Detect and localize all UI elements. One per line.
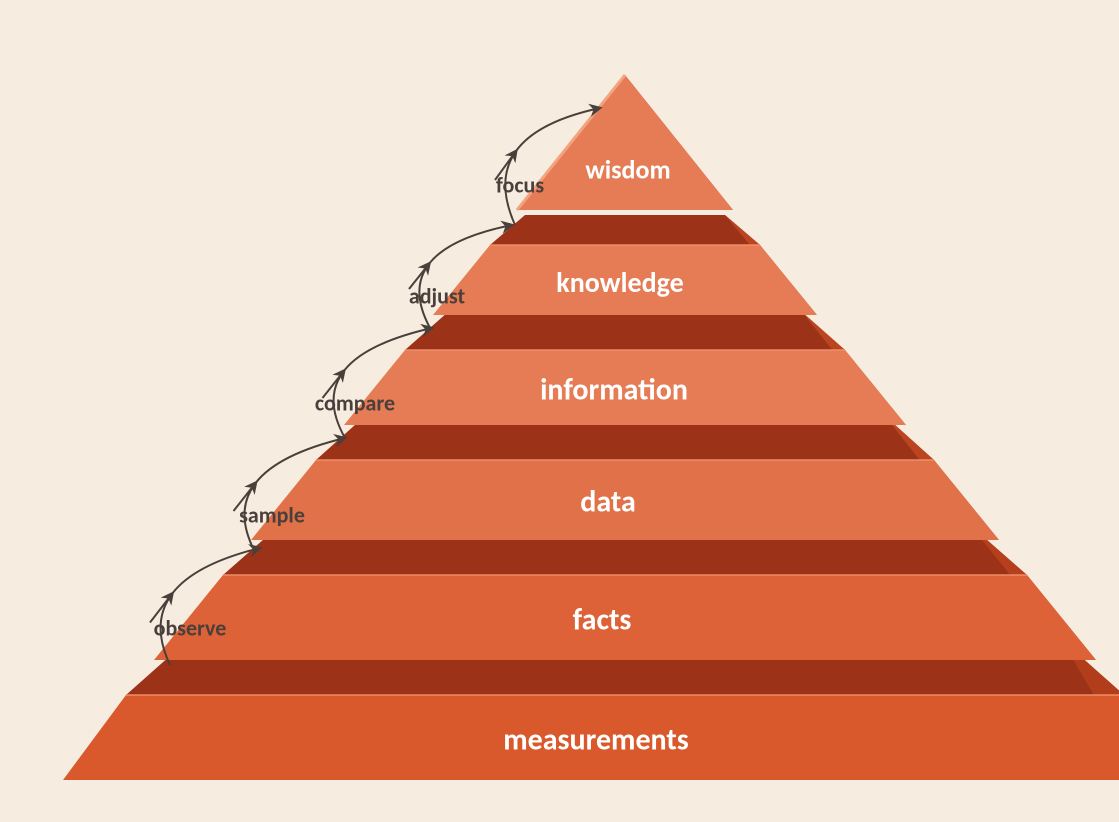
pyramid-diagram: measurements facts data information knowledg… bbox=[0, 0, 1119, 822]
pyramid-layer-wisdom: wisdom bbox=[517, 75, 733, 210]
pyramid-layer-measurements: measurements bbox=[63, 639, 1119, 780]
layer-label-facts: facts bbox=[573, 601, 632, 638]
arrow-label-focus: focus bbox=[496, 171, 544, 198]
layer-label-measurements: measurements bbox=[503, 721, 689, 758]
layer-label-data: data bbox=[580, 483, 636, 520]
arrow-label-compare: compare bbox=[315, 389, 395, 416]
layer-label-wisdom: wisdom bbox=[585, 153, 670, 185]
pyramid-layer-data: data bbox=[251, 415, 999, 540]
layer-label-information: information bbox=[540, 371, 688, 408]
layer-label-knowledge: knowledge bbox=[556, 265, 683, 300]
arrow-label-observe: observe bbox=[154, 614, 227, 641]
arrow-label-sample: sample bbox=[239, 501, 305, 528]
arrow-label-adjust: adjust bbox=[409, 282, 466, 309]
pyramid-layer-facts: facts bbox=[154, 525, 1096, 660]
